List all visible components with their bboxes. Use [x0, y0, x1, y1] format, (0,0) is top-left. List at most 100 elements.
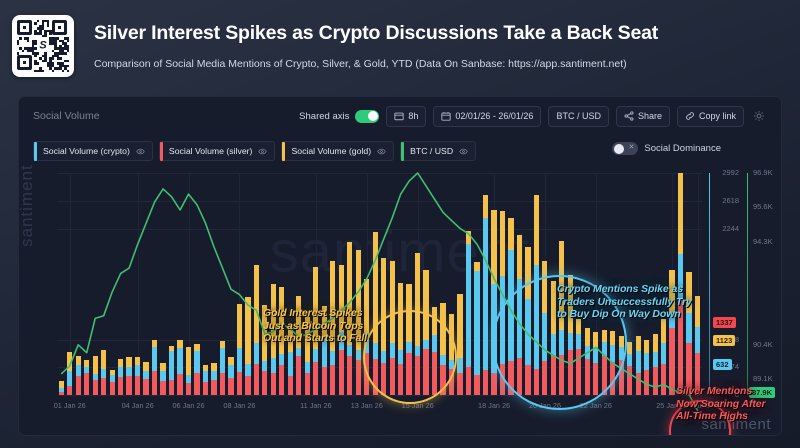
eye-icon[interactable]	[136, 147, 145, 156]
bar-column[interactable]	[337, 173, 345, 395]
bar-column[interactable]	[634, 173, 642, 395]
bar-column[interactable]	[625, 173, 633, 395]
bar-segment	[194, 351, 200, 374]
bar-column[interactable]	[278, 173, 286, 395]
bar-segment	[67, 371, 73, 387]
bar-column[interactable]	[184, 173, 192, 395]
bar-column[interactable]	[481, 173, 489, 395]
bar-column[interactable]	[329, 173, 337, 395]
bar-column[interactable]	[201, 173, 209, 395]
asset-selector-button[interactable]: BTC / USD	[548, 105, 609, 127]
legend-item-1[interactable]: Social Volume (silver)	[158, 141, 276, 161]
gear-icon[interactable]	[751, 108, 767, 124]
bar-column[interactable]	[320, 173, 328, 395]
bar-column[interactable]	[676, 173, 684, 395]
bar-segment	[516, 234, 523, 280]
bar-column[interactable]	[108, 173, 116, 395]
bar-column[interactable]	[244, 173, 252, 395]
social-dominance-control[interactable]: ✕ Social Dominance	[612, 142, 721, 155]
bar-column[interactable]	[345, 173, 353, 395]
bar-column[interactable]	[651, 173, 659, 395]
bar-column[interactable]	[142, 173, 150, 395]
bar-column[interactable]	[235, 173, 243, 395]
bar-column[interactable]	[74, 173, 82, 395]
bar-segment	[652, 366, 658, 395]
bar-column[interactable]	[150, 173, 158, 395]
bar-segment	[313, 267, 319, 350]
bar-segment	[686, 343, 692, 395]
bar-segment	[457, 372, 463, 395]
x-tick: 13 Jan 26	[350, 401, 383, 410]
bar-column[interactable]	[668, 173, 676, 395]
bar-segment	[457, 294, 463, 358]
eye-icon[interactable]	[459, 147, 468, 156]
legend-color-swatch	[34, 141, 37, 161]
bar-column[interactable]	[464, 173, 472, 395]
bar-segment	[151, 340, 158, 347]
copy-link-button[interactable]: Copy link	[676, 105, 744, 127]
legend-item-3[interactable]: BTC / USD	[400, 141, 477, 161]
bar-column[interactable]	[65, 173, 73, 395]
shared-axis-toggle[interactable]	[355, 109, 380, 123]
bar-column[interactable]	[269, 173, 277, 395]
bar-column[interactable]	[659, 173, 667, 395]
share-button[interactable]: Share	[615, 105, 670, 127]
bar-column[interactable]	[99, 173, 107, 395]
bar-column[interactable]	[218, 173, 226, 395]
bar-column[interactable]	[82, 173, 90, 395]
bar-column[interactable]	[685, 173, 693, 395]
bar-column[interactable]	[210, 173, 218, 395]
bar-segment	[185, 374, 192, 384]
bar-column[interactable]	[176, 173, 184, 395]
y-tick-btc-price: 90.4K	[753, 339, 773, 349]
y-tick-btc-price: 89.1K	[753, 374, 773, 384]
bar-segment	[67, 386, 73, 395]
bar-segment	[253, 265, 259, 344]
bar-column[interactable]	[473, 173, 481, 395]
bar-column[interactable]	[693, 173, 701, 395]
bar-segment	[686, 313, 692, 344]
bar-segment	[635, 335, 641, 351]
bar-segment	[296, 295, 302, 348]
bar-column[interactable]	[354, 173, 362, 395]
bar-column[interactable]	[295, 173, 303, 395]
bar-segment	[75, 355, 81, 365]
bar-column[interactable]	[125, 173, 133, 395]
bar-column[interactable]	[193, 173, 201, 395]
bar-segment	[677, 299, 684, 395]
bar-segment	[101, 377, 107, 395]
bar-segment	[338, 350, 344, 395]
bar-segment	[134, 364, 141, 376]
bar-segment	[661, 319, 667, 344]
eye-icon[interactable]	[377, 147, 386, 156]
bar-column[interactable]	[91, 173, 99, 395]
calendar-icon	[441, 111, 451, 121]
y-tick-social-volume: 0	[734, 390, 739, 399]
bar-segment	[338, 331, 344, 351]
bar-column[interactable]	[57, 173, 65, 395]
bar-segment	[448, 369, 455, 395]
bar-segment	[92, 373, 98, 381]
bar-column[interactable]	[133, 173, 141, 395]
bar-column[interactable]	[159, 173, 167, 395]
eye-icon[interactable]	[258, 147, 268, 156]
bar-column[interactable]	[116, 173, 124, 395]
bar-column[interactable]	[456, 173, 464, 395]
shared-axis-control[interactable]: Shared axis	[299, 109, 380, 123]
bar-segment	[84, 366, 90, 373]
bar-column[interactable]	[303, 173, 311, 395]
y-axis-social-volume-rule	[709, 173, 710, 395]
bar-segment	[508, 218, 514, 250]
interval-button[interactable]: 8h	[386, 105, 427, 127]
legend-item-0[interactable]: Social Volume (crypto)	[33, 141, 153, 161]
bar-column[interactable]	[227, 173, 235, 395]
bar-column[interactable]	[642, 173, 650, 395]
social-dominance-toggle[interactable]: ✕	[612, 142, 639, 155]
share-label: Share	[637, 111, 662, 121]
bar-column[interactable]	[312, 173, 320, 395]
bar-column[interactable]	[167, 173, 175, 395]
legend-item-2[interactable]: Social Volume (gold)	[281, 141, 395, 161]
bar-column[interactable]	[252, 173, 260, 395]
bar-column[interactable]	[286, 173, 294, 395]
date-range-button[interactable]: 02/01/26 - 26/01/26	[433, 105, 542, 127]
